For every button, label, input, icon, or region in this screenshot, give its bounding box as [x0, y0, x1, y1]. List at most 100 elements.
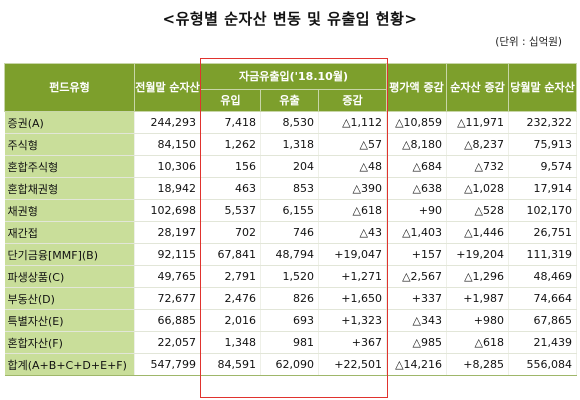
prev-net-assets-cell: 92,115 [134, 243, 201, 266]
net-change-cell: △43 [318, 221, 388, 244]
net-change-cell: △390 [318, 177, 388, 200]
table-row: 채권형 102,698 5,537 6,155 △618 +90 △528 102,170 [4, 199, 578, 222]
net-asset-change-cell: +980 [446, 309, 510, 332]
month-end-net-assets-cell: 102,170 [508, 199, 578, 222]
inflow-cell: 1,262 [200, 133, 261, 156]
prev-net-assets-cell: 28,197 [134, 221, 201, 244]
header-inflow: 유입 [200, 89, 261, 112]
inflow-cell: 7,418 [200, 111, 261, 134]
valuation-change-cell: +337 [386, 287, 448, 310]
header-flow-group: 자금유출입('18.10월) [199, 63, 388, 90]
fund-flow-table: 펀드유형 전월말 순자산 자금유출입('18.10월) 평가액 증감 순자산 증… [4, 63, 578, 376]
table-title: <유형별 순자산 변동 및 유출입 현황> [162, 10, 418, 28]
month-end-net-assets-cell: 556,084 [508, 353, 578, 376]
fund-type-cell: 부동산(D) [4, 287, 135, 310]
table-row: 증권(A) 244,293 7,418 8,530 △1,112 △10,859 △11,9… [4, 111, 578, 134]
valuation-change-cell: △343 [386, 309, 448, 332]
header-net-asset-change: 순자산 증감 [446, 63, 510, 112]
month-end-net-assets-cell: 75,913 [508, 133, 578, 156]
month-end-net-assets-cell: 111,319 [508, 243, 578, 266]
valuation-change-cell: △684 [386, 155, 448, 178]
valuation-change-cell: △10,859 [386, 111, 448, 134]
prev-net-assets-cell: 22,057 [134, 331, 201, 354]
table-row: 혼합자산(F) 22,057 1,348 981 +367 △985 △618 21,439 [4, 331, 578, 354]
fund-type-cell: 혼합자산(F) [4, 331, 135, 354]
net-asset-change-cell: △1,028 [446, 177, 510, 200]
prev-net-assets-cell: 49,765 [134, 265, 201, 288]
net-change-cell: +1,650 [318, 287, 388, 310]
net-change-cell: +1,271 [318, 265, 388, 288]
fund-type-cell: 주식형 [4, 133, 135, 156]
table-row: 특별자산(E) 66,885 2,016 693 +1,323 △343 +980 67,86… [4, 309, 578, 332]
valuation-change-cell: △638 [386, 177, 448, 200]
header-fund-type: 펀드유형 [4, 63, 135, 112]
outflow-cell: 48,794 [260, 243, 319, 266]
outflow-cell: 62,090 [260, 353, 319, 376]
month-end-net-assets-cell: 74,664 [508, 287, 578, 310]
outflow-cell: 8,530 [260, 111, 319, 134]
table-body: 증권(A) 244,293 7,418 8,530 △1,112 △10,859 △11,9… [4, 111, 578, 376]
net-change-cell: +22,501 [318, 353, 388, 376]
net-change-cell: △48 [318, 155, 388, 178]
net-change-cell: +1,323 [318, 309, 388, 332]
outflow-cell: 693 [260, 309, 319, 332]
inflow-cell: 2,016 [200, 309, 261, 332]
net-asset-change-cell: +19,204 [446, 243, 510, 266]
month-end-net-assets-cell: 48,469 [508, 265, 578, 288]
inflow-cell: 84,591 [200, 353, 261, 376]
table-row: 혼합채권형 18,942 463 853 △390 △638 △1,028 17,914 [4, 177, 578, 200]
inflow-cell: 2,791 [200, 265, 261, 288]
month-end-net-assets-cell: 67,865 [508, 309, 578, 332]
header-net-change: 증감 [317, 89, 388, 112]
fund-type-cell: 단기금융[MMF](B) [4, 243, 135, 266]
outflow-cell: 6,155 [260, 199, 319, 222]
net-change-cell: +367 [318, 331, 388, 354]
month-end-net-assets-cell: 17,914 [508, 177, 578, 200]
prev-net-assets-cell: 66,885 [134, 309, 201, 332]
table-row: 단기금융[MMF](B) 92,115 67,841 48,794 +19,047 +15… [4, 243, 578, 266]
net-asset-change-cell: △11,971 [446, 111, 510, 134]
fund-type-cell: 재간접 [4, 221, 135, 244]
total-row: 합계(A+B+C+D+E+F) 547,799 84,591 62,090 +22,50… [4, 353, 578, 376]
table-row: 재간접 28,197 702 746 △43 △1,403 △1,446 26,751 [4, 221, 578, 244]
prev-net-assets-cell: 72,677 [134, 287, 201, 310]
table-row: 혼합주식형 10,306 156 204 △48 △684 △732 9,574 [4, 155, 578, 178]
month-end-net-assets-cell: 21,439 [508, 331, 578, 354]
month-end-net-assets-cell: 9,574 [508, 155, 578, 178]
fund-type-cell: 합계(A+B+C+D+E+F) [4, 353, 135, 376]
header-valuation-change: 평가액 증감 [386, 63, 448, 112]
prev-net-assets-cell: 18,942 [134, 177, 201, 200]
prev-net-assets-cell: 10,306 [134, 155, 201, 178]
net-change-cell: △1,112 [318, 111, 388, 134]
month-end-net-assets-cell: 232,322 [508, 111, 578, 134]
inflow-cell: 1,348 [200, 331, 261, 354]
prev-net-assets-cell: 102,698 [134, 199, 201, 222]
fund-type-cell: 혼합채권형 [4, 177, 135, 200]
outflow-cell: 981 [260, 331, 319, 354]
outflow-cell: 204 [260, 155, 319, 178]
net-asset-change-cell: △1,446 [446, 221, 510, 244]
fund-type-cell: 증권(A) [4, 111, 135, 134]
prev-net-assets-cell: 84,150 [134, 133, 201, 156]
header-outflow: 유출 [260, 89, 319, 112]
valuation-change-cell: △985 [386, 331, 448, 354]
net-change-cell: △618 [318, 199, 388, 222]
outflow-cell: 853 [260, 177, 319, 200]
fund-type-cell: 파생상품(C) [4, 265, 135, 288]
inflow-cell: 2,476 [200, 287, 261, 310]
net-change-cell: △57 [318, 133, 388, 156]
net-asset-change-cell: △618 [446, 331, 510, 354]
net-asset-change-cell: △1,296 [446, 265, 510, 288]
inflow-cell: 5,537 [200, 199, 261, 222]
net-asset-change-cell: +8,285 [446, 353, 510, 376]
outflow-cell: 1,318 [260, 133, 319, 156]
prev-net-assets-cell: 547,799 [134, 353, 201, 376]
valuation-change-cell: △1,403 [386, 221, 448, 244]
outflow-cell: 1,520 [260, 265, 319, 288]
unit-note: (단위 : 십억원) [495, 36, 562, 48]
inflow-cell: 702 [200, 221, 261, 244]
inflow-cell: 463 [200, 177, 261, 200]
inflow-cell: 156 [200, 155, 261, 178]
net-asset-change-cell: △8,237 [446, 133, 510, 156]
net-asset-change-cell: +1,987 [446, 287, 510, 310]
